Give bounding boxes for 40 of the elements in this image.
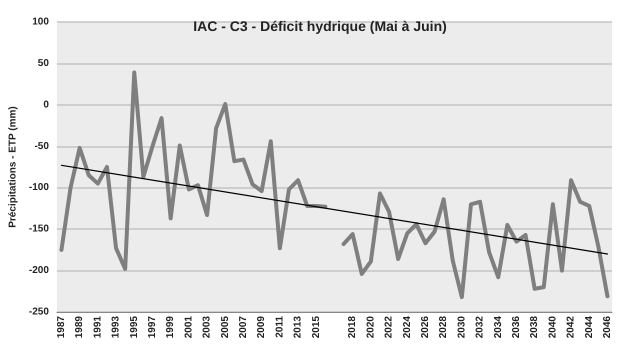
x-tick-label: 1987 — [56, 316, 67, 338]
x-tick-label: 2018 — [347, 316, 358, 338]
y-axis-title: Précipitations - ETP (mm) — [8, 106, 18, 228]
y-tick-label: -200 — [28, 265, 50, 276]
y-tick-label: 100 — [32, 16, 50, 28]
x-tick-label: 2009 — [256, 316, 268, 338]
x-tick-label: 2026 — [420, 316, 431, 338]
x-tick-label: 2001 — [183, 316, 194, 338]
x-tick-label: 2038 — [529, 316, 540, 338]
y-tick-label: -100 — [28, 182, 50, 194]
y-tick-label: -150 — [28, 224, 50, 235]
x-tick-label: 1991 — [92, 316, 104, 338]
y-tick-label: -50 — [34, 140, 50, 152]
x-tick-label: 2020 — [365, 316, 376, 338]
x-tick-label: 2036 — [510, 316, 522, 338]
x-tick-label: 2007 — [238, 316, 249, 338]
x-tick-label: 2011 — [274, 316, 286, 338]
x-tick-label: 2024 — [402, 316, 413, 338]
y-tick-label: -250 — [28, 306, 50, 318]
x-tick-label: 1993 — [110, 316, 122, 338]
x-tick-label: 1989 — [74, 316, 86, 338]
x-tick-label: 2046 — [602, 316, 613, 338]
y-tick-label: 0 — [43, 99, 50, 110]
x-tick-label: 2044 — [584, 316, 595, 338]
x-tick-label: 2005 — [220, 316, 231, 338]
x-tick-label: 1995 — [128, 316, 140, 338]
x-tick-label: 2015 — [310, 316, 322, 338]
x-tick-label: 2028 — [438, 316, 450, 338]
x-tick-label: 2040 — [547, 316, 558, 338]
x-tick-label: 2042 — [566, 316, 577, 338]
x-tick-label: 1997 — [146, 316, 158, 338]
x-tick-label: 2034 — [492, 316, 504, 338]
x-tick-label: 2032 — [474, 316, 486, 338]
y-tick-label: 50 — [38, 58, 50, 69]
x-tick-label: 2030 — [456, 316, 468, 338]
chart-title: IAC - C3 - Déficit hydrique (Mai à Juin) — [193, 18, 447, 34]
x-tick-label: 2003 — [202, 316, 213, 338]
x-tick-label: 2013 — [292, 316, 304, 338]
x-tick-label: 1999 — [165, 316, 176, 338]
x-tick-label: 2022 — [384, 316, 395, 338]
